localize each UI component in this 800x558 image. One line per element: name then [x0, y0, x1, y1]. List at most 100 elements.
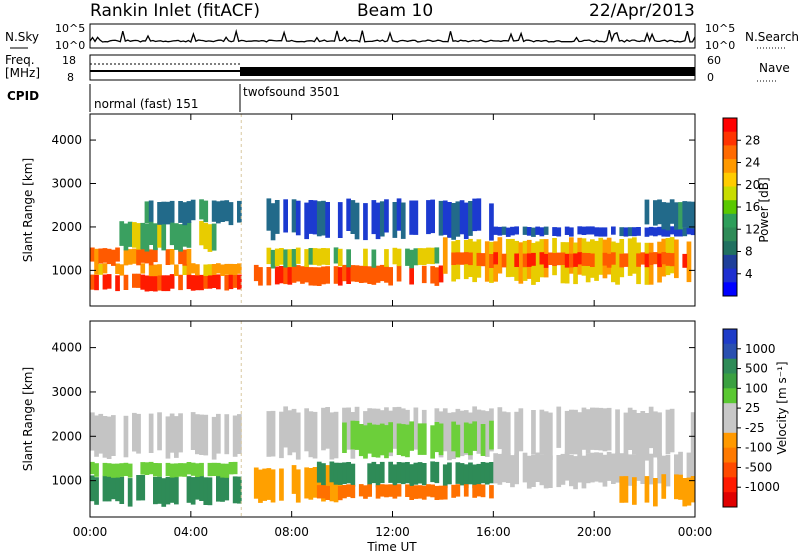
power-cell — [472, 241, 477, 283]
power-cell — [153, 275, 158, 292]
power-cell — [430, 266, 435, 284]
velocity-cell — [569, 409, 574, 454]
power-cell — [321, 200, 326, 236]
power-cell — [140, 222, 146, 250]
power-cell — [476, 198, 482, 231]
power-cell — [480, 253, 486, 267]
velocity-cell — [405, 424, 410, 458]
power-cell — [648, 252, 654, 265]
velocity-colorbar: 1000 500 100 25 -25 -100 -500 -1000 — [722, 328, 780, 508]
power-cell — [337, 202, 343, 238]
velocity-cell — [232, 461, 238, 475]
velocity-cell — [329, 461, 335, 483]
power-cell — [182, 264, 188, 275]
velocity-cell — [363, 485, 368, 499]
velocity-cell — [321, 463, 326, 486]
nave-trace — [240, 67, 695, 76]
velocity-cell — [430, 484, 435, 498]
velocity-cell — [346, 462, 351, 484]
velocity-cell — [346, 484, 351, 497]
power-cell — [312, 267, 318, 286]
power-cell — [207, 274, 213, 289]
power-cell — [102, 274, 108, 290]
power-cell — [669, 199, 675, 224]
velocity-cell — [526, 455, 532, 489]
velocity-cell — [216, 413, 221, 454]
colorbar-swatch — [723, 282, 737, 297]
power-cell — [459, 252, 465, 265]
power-cell — [455, 252, 461, 265]
power-cell — [472, 198, 477, 232]
power-cell — [178, 201, 183, 223]
velocity-cell — [354, 420, 360, 450]
freq-label-2: [MHz] — [5, 66, 40, 80]
power-cell — [132, 273, 137, 288]
velocity-cell — [543, 411, 549, 458]
power-cell — [379, 264, 385, 282]
power-cell — [304, 202, 309, 240]
velocity-cell — [623, 476, 629, 503]
power-cell — [186, 201, 192, 223]
power-cell — [132, 222, 137, 248]
colorbar-swatch — [723, 241, 737, 256]
velocity-cell — [489, 420, 494, 450]
velocity-cell — [157, 463, 162, 477]
velocity-cell — [195, 414, 200, 455]
power-cell — [165, 249, 171, 265]
velocity-cell — [94, 477, 99, 505]
velocity-cell — [165, 462, 171, 477]
y-tick-label: 4000 — [51, 133, 82, 147]
power-cell — [199, 274, 204, 291]
power-cell — [501, 253, 507, 268]
power-cell — [316, 248, 322, 266]
power-cell — [585, 226, 591, 235]
power-cell — [522, 253, 528, 268]
power-cell — [526, 253, 532, 267]
power-cell — [564, 253, 570, 268]
power-cell — [102, 248, 108, 263]
power-cell — [216, 274, 221, 290]
y-tick-label: 2000 — [51, 220, 82, 234]
velocity-cell — [375, 464, 381, 488]
power-cell — [690, 226, 696, 236]
velocity-cell — [417, 462, 423, 484]
x-tick-label: 20:00 — [577, 525, 612, 539]
velocity-cell — [342, 462, 347, 485]
velocity-cell — [413, 485, 419, 499]
nsearch-label: N.Search — [745, 30, 799, 44]
power-cell — [140, 263, 146, 274]
velocity-cell — [375, 485, 381, 499]
velocity-cell — [337, 462, 343, 485]
power-cell — [291, 249, 297, 267]
velocity-cell — [384, 425, 389, 459]
velocity-cell — [342, 422, 347, 453]
velocity-cell — [644, 413, 650, 461]
velocity-cell — [632, 454, 637, 486]
power-cell — [266, 267, 272, 286]
power-cell — [682, 253, 688, 268]
velocity-cell — [632, 477, 637, 505]
velocity-cell — [510, 455, 515, 488]
power-cell — [644, 227, 650, 237]
y-tick-label: 3000 — [51, 385, 82, 399]
velocity-cell — [531, 455, 536, 487]
cpid-panel: CPID normal (fast) 151 twofsound 3501 — [7, 84, 340, 112]
velocity-cell — [459, 463, 465, 486]
power-cell — [224, 263, 230, 275]
power-cell — [686, 241, 692, 283]
power-cell — [216, 201, 221, 224]
colorbar-swatch — [723, 159, 737, 174]
velocity-cell — [195, 463, 200, 477]
power-cell — [505, 239, 511, 278]
power-cell — [132, 248, 137, 264]
power-cell — [497, 237, 503, 274]
power-cell — [287, 266, 293, 285]
velocity-cell — [602, 454, 608, 487]
velocity-cell — [127, 478, 133, 507]
power-cell — [375, 202, 381, 240]
velocity-cell — [148, 461, 154, 475]
power-cell — [186, 248, 192, 265]
power-colorbar: 28 24 20 16 12 8 4 — [722, 117, 760, 297]
velocity-cell — [400, 424, 406, 457]
power-cell — [476, 252, 482, 266]
